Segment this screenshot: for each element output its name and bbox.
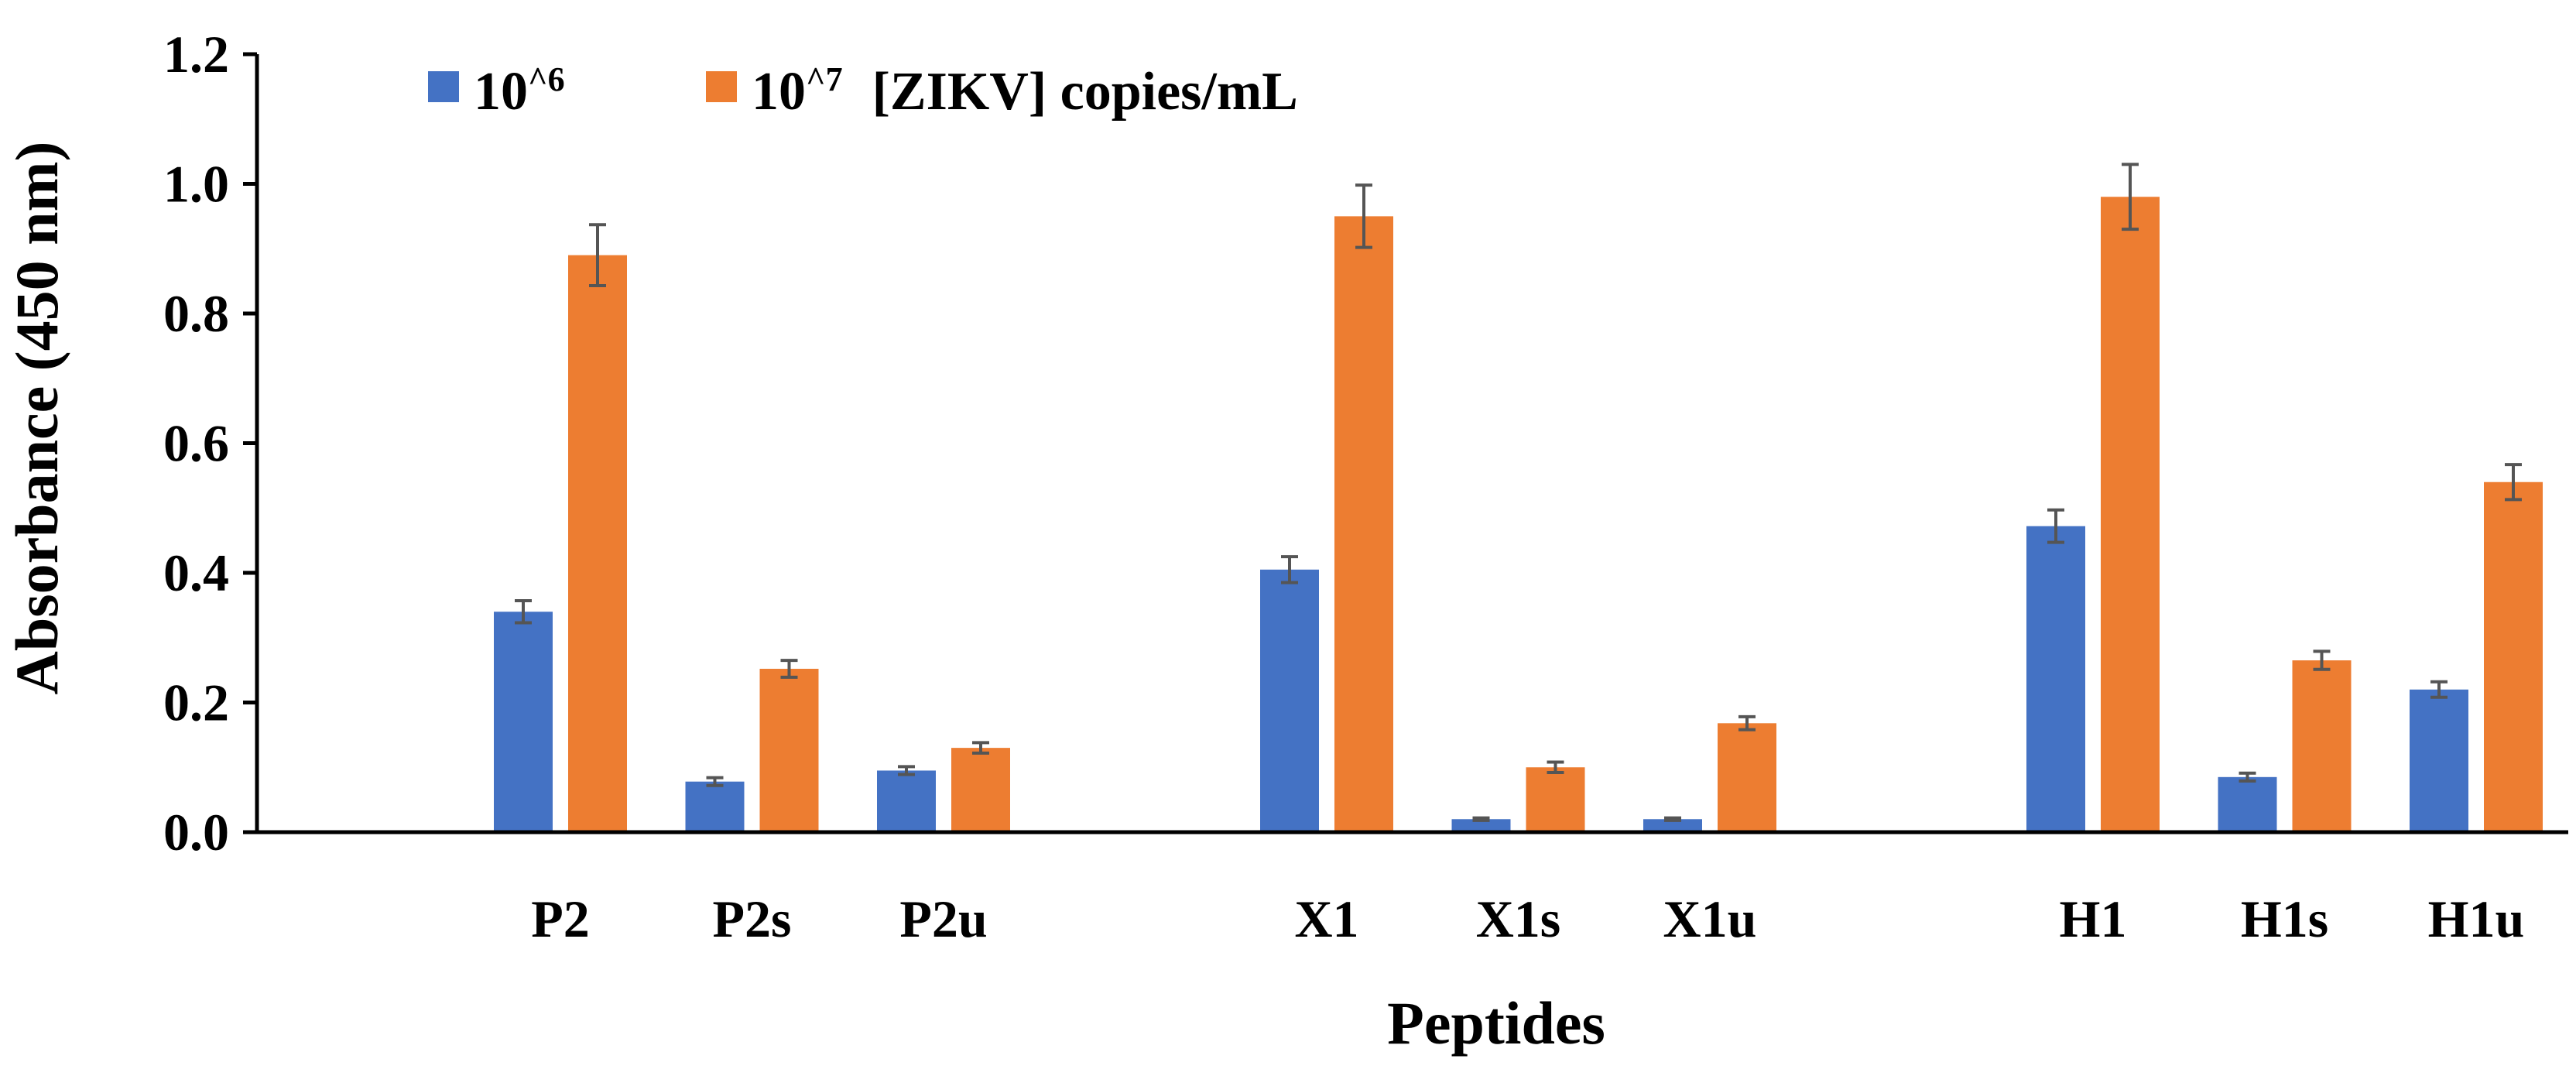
error-bar-h1u-series-1 bbox=[2430, 680, 2448, 699]
x-tick-label-h1s: H1s bbox=[2241, 889, 2328, 948]
bar-h1-series-2 bbox=[2101, 197, 2160, 832]
error-bar-h1s-series-1 bbox=[2239, 771, 2256, 783]
x-tick-label-h1u: H1u bbox=[2428, 889, 2525, 948]
error-bar-p2u-series-2 bbox=[972, 741, 989, 755]
x-tick-label-x1u: X1u bbox=[1663, 889, 1757, 948]
legend: 10^6 10^7 [ZIKV] copies/mL bbox=[428, 60, 1298, 122]
error-bar-p2-series-1 bbox=[515, 599, 532, 625]
error-bar-h1-series-2 bbox=[2122, 163, 2139, 231]
y-axis-title: Absorbance (450 nm) bbox=[3, 142, 70, 695]
x-tick-label-h1: H1 bbox=[2060, 889, 2127, 948]
y-tick-label: 1.2 bbox=[163, 25, 229, 84]
error-bar-p2u-series-1 bbox=[898, 765, 915, 776]
y-tick-label: 1.0 bbox=[163, 155, 229, 214]
error-bar-x1u-series-1 bbox=[1664, 816, 1681, 822]
x-axis: P2 P2s P2u X1 X1s X1u H1 H1s H1u bbox=[257, 830, 2568, 948]
y-axis: 0.0 0.2 0.4 0.6 0.8 1.0 1.2 bbox=[163, 25, 259, 862]
legend-label-10-6: 10^6 bbox=[474, 60, 565, 122]
error-bar-x1u-series-2 bbox=[1738, 714, 1756, 732]
bar-x1s-series-2 bbox=[1526, 767, 1585, 832]
bar-p2-series-1 bbox=[494, 612, 553, 832]
legend-swatch-10-6 bbox=[428, 71, 459, 102]
y-tick-label: 0.8 bbox=[163, 284, 229, 343]
bar-p2s-series-1 bbox=[685, 781, 745, 832]
legend-suffix: [ZIKV] copies/mL bbox=[872, 62, 1298, 122]
x-tick-label-p2: P2 bbox=[531, 889, 590, 948]
error-bar-p2s-series-1 bbox=[706, 776, 724, 787]
bar-p2u-series-2 bbox=[951, 748, 1010, 832]
x-axis-title: Peptides bbox=[1387, 989, 1605, 1057]
error-bar-h1u-series-2 bbox=[2505, 463, 2522, 502]
bar-x1u-series-1 bbox=[1643, 819, 1702, 832]
bar-h1s-series-1 bbox=[2218, 776, 2277, 832]
x-tick-label-x1: X1 bbox=[1294, 889, 1358, 948]
x-tick-label-x1s: X1s bbox=[1476, 889, 1561, 948]
bar-p2-series-2 bbox=[568, 255, 627, 832]
y-tick-label: 0.4 bbox=[163, 543, 229, 602]
y-tick-label: 0.0 bbox=[163, 803, 229, 862]
error-bar-p2s-series-2 bbox=[780, 659, 798, 679]
bar-x1-series-1 bbox=[1260, 569, 1319, 832]
bar-x1u-series-2 bbox=[1718, 723, 1776, 832]
error-bar-x1-series-1 bbox=[1281, 555, 1298, 584]
legend-label-10-7-base: 10 bbox=[752, 62, 806, 122]
y-tick-label: 0.2 bbox=[163, 673, 229, 732]
y-tick-label: 0.6 bbox=[163, 414, 229, 473]
error-bar-p2-series-2 bbox=[589, 223, 606, 287]
x-tick-label-p2u: P2u bbox=[899, 889, 987, 948]
legend-swatch-10-7 bbox=[706, 71, 737, 102]
bars bbox=[494, 197, 2543, 832]
bar-h1-series-1 bbox=[2026, 526, 2085, 832]
legend-label-10-7-exp: ^7 bbox=[806, 60, 843, 98]
bar-h1s-series-2 bbox=[2292, 660, 2352, 832]
error-bars bbox=[515, 163, 2522, 822]
error-bar-h1s-series-2 bbox=[2313, 649, 2331, 671]
error-bar-h1-series-1 bbox=[2047, 508, 2064, 544]
bar-h1u-series-1 bbox=[2410, 689, 2468, 832]
error-bar-x1s-series-1 bbox=[1472, 816, 1490, 822]
error-bar-x1s-series-2 bbox=[1547, 760, 1564, 774]
error-bar-x1-series-2 bbox=[1355, 183, 1372, 249]
legend-label-10-6-exp: ^6 bbox=[528, 60, 565, 98]
legend-label-10-6-base: 10 bbox=[474, 62, 528, 122]
bar-x1s-series-1 bbox=[1451, 819, 1511, 832]
bar-p2u-series-1 bbox=[877, 770, 936, 832]
x-tick-label-p2s: P2s bbox=[713, 889, 792, 948]
bar-h1u-series-2 bbox=[2484, 481, 2543, 832]
legend-label-10-7: 10^7 [ZIKV] copies/mL bbox=[752, 60, 1298, 122]
bar-x1-series-2 bbox=[1334, 216, 1393, 832]
bar-p2s-series-2 bbox=[759, 668, 819, 832]
